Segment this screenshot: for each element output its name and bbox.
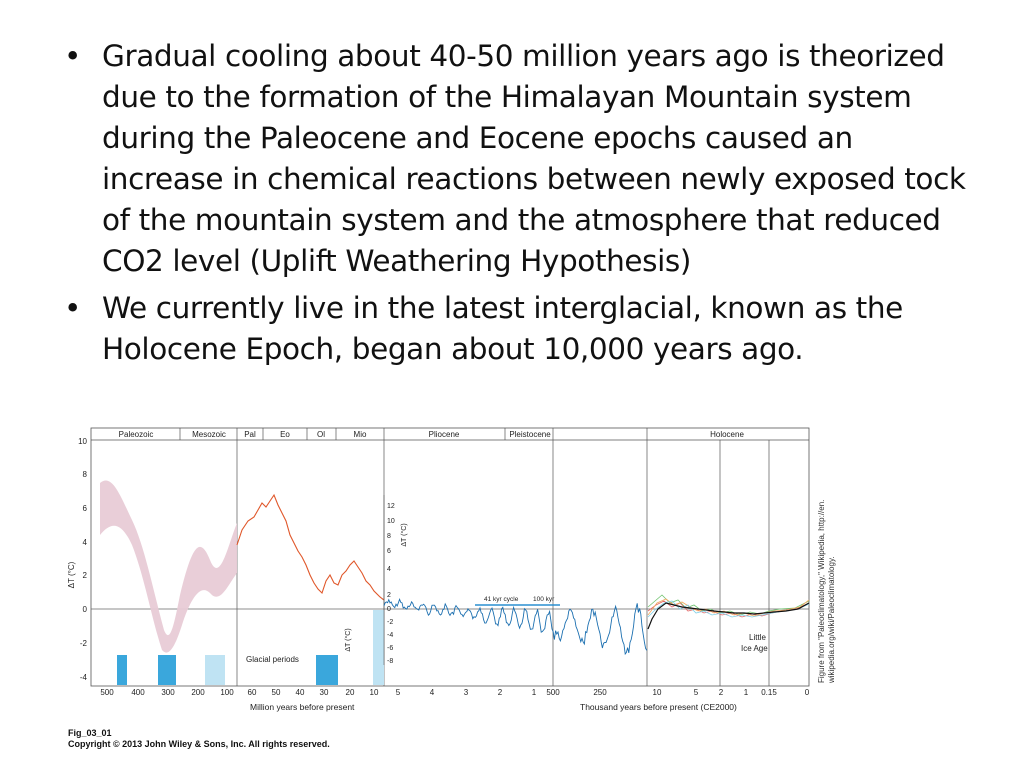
inner-y-axis-label-lower: ΔT (°C) xyxy=(344,628,352,651)
bullet-item: • We currently live in the latest interg… xyxy=(62,288,982,370)
paleozoic-temperature-band xyxy=(100,480,237,653)
era-label: Pleistocene xyxy=(509,430,551,439)
bullet-text: Gradual cooling about 40-50 million year… xyxy=(102,39,966,278)
inner-y-tick-label: 10 xyxy=(387,518,395,525)
x-tick-label: 2 xyxy=(719,688,724,697)
x-tick-label: 300 xyxy=(161,688,175,697)
era-label: Mio xyxy=(354,430,367,439)
bullet-glyph: • xyxy=(64,39,82,73)
x-tick-label: 10 xyxy=(653,688,662,697)
cycle-100-label: 100 kyr xyxy=(533,596,555,603)
x-tick-label: 30 xyxy=(320,688,329,697)
x-axis-label-thousand: Thousand years before present (CE2000) xyxy=(580,702,737,712)
cenozoic-temperature-curve xyxy=(236,493,385,601)
cycle-41-label: 41 kyr cycle xyxy=(484,596,519,603)
inner-y-tick-label: 12 xyxy=(387,503,395,510)
copyright-line: Copyright © 2013 John Wiley & Sons, Inc.… xyxy=(68,739,330,749)
era-label: Eo xyxy=(280,430,290,439)
x-tick-label: 40 xyxy=(296,688,305,697)
x-tick-label: 20 xyxy=(346,688,355,697)
glacial-bar xyxy=(117,655,127,685)
x-tick-label: 1 xyxy=(532,688,537,697)
x-tick-label: 100 xyxy=(220,688,234,697)
bullet-text: We currently live in the latest intergla… xyxy=(102,291,903,366)
y-tick-label: -2 xyxy=(80,639,88,648)
y-tick-label: -4 xyxy=(80,673,88,682)
inner-y-tick-label: 8 xyxy=(387,533,391,540)
little-ice-age-label: Little xyxy=(749,633,766,642)
x-tick-label: 2 xyxy=(498,688,503,697)
bullet-item: • Gradual cooling about 40-50 million ye… xyxy=(62,36,982,282)
bullet-glyph: • xyxy=(64,291,82,325)
x-tick-label: 5 xyxy=(396,688,401,697)
x-tick-label: 250 xyxy=(593,688,607,697)
era-label: Ol xyxy=(317,430,325,439)
y-tick-label: 4 xyxy=(83,538,88,547)
era-label: Holocene xyxy=(710,430,744,439)
inner-y-tick-label: -4 xyxy=(387,632,393,639)
x-tick-label: 3 xyxy=(464,688,469,697)
plot-frame xyxy=(90,427,810,687)
x-axis-label-million: Million years before present xyxy=(250,702,355,712)
x-tick-label: 400 xyxy=(131,688,145,697)
x-tick-label: 5 xyxy=(694,688,699,697)
paleoclimate-figure: Paleozoic Mesozoic Pal Eo Ol Mio Pliocen… xyxy=(67,427,836,712)
inner-y-tick-label: -2 xyxy=(387,619,393,626)
x-tick-label: 50 xyxy=(272,688,281,697)
era-label: Paleozoic xyxy=(119,430,154,439)
era-label: Mesozoic xyxy=(192,430,226,439)
x-tick-label: 4 xyxy=(430,688,435,697)
inner-y-tick-label: -6 xyxy=(387,645,393,652)
glacial-bar xyxy=(205,655,225,685)
inner-y-tick-label: 0 xyxy=(387,606,391,613)
x-tick-label: 10 xyxy=(370,688,379,697)
glacial-periods-label: Glacial periods xyxy=(246,655,299,664)
era-label: Pliocene xyxy=(429,430,460,439)
holocene-mean-black xyxy=(647,602,810,630)
y-tick-label: 6 xyxy=(83,504,88,513)
little-ice-age-label: Ice Age xyxy=(741,644,768,653)
x-tick-label: 60 xyxy=(248,688,257,697)
figure-credit: wikipedia.org/wiki/Paleoclimatology. xyxy=(827,556,836,684)
x-tick-label: 0 xyxy=(805,688,810,697)
inner-y-tick-label: 2 xyxy=(387,592,391,599)
y-tick-label: 2 xyxy=(83,571,88,580)
y-tick-label: 10 xyxy=(78,437,87,446)
y-tick-label: 0 xyxy=(83,605,88,614)
era-label: Pal xyxy=(244,430,256,439)
glacial-bar xyxy=(158,655,176,685)
inner-y-tick-label: 4 xyxy=(387,566,391,573)
x-tick-label: 200 xyxy=(191,688,205,697)
x-tick-label: 500 xyxy=(100,688,114,697)
bullet-list: • Gradual cooling about 40-50 million ye… xyxy=(62,36,982,376)
inner-y-tick-label: -8 xyxy=(387,658,393,665)
glacial-bar xyxy=(316,655,338,685)
inner-y-tick-label: 6 xyxy=(387,548,391,555)
glacial-bar xyxy=(373,610,384,685)
figure-credit: Figure from "Paleoclimatology," Wikipedi… xyxy=(817,500,826,683)
x-tick-label: 500 xyxy=(546,688,560,697)
holocene-proxy-cyan xyxy=(647,600,810,618)
y-tick-label: 8 xyxy=(83,470,88,479)
figure-id: Fig_03_01 xyxy=(68,728,112,738)
x-tick-label: 0.15 xyxy=(761,688,777,697)
inner-y-axis-label-upper: ΔT (°C) xyxy=(400,523,408,546)
era-separators xyxy=(179,428,770,686)
pliocene-pleistocene-curve xyxy=(383,598,648,656)
left-y-axis-label: ΔT (°C) xyxy=(67,561,76,588)
x-tick-label: 1 xyxy=(744,688,749,697)
